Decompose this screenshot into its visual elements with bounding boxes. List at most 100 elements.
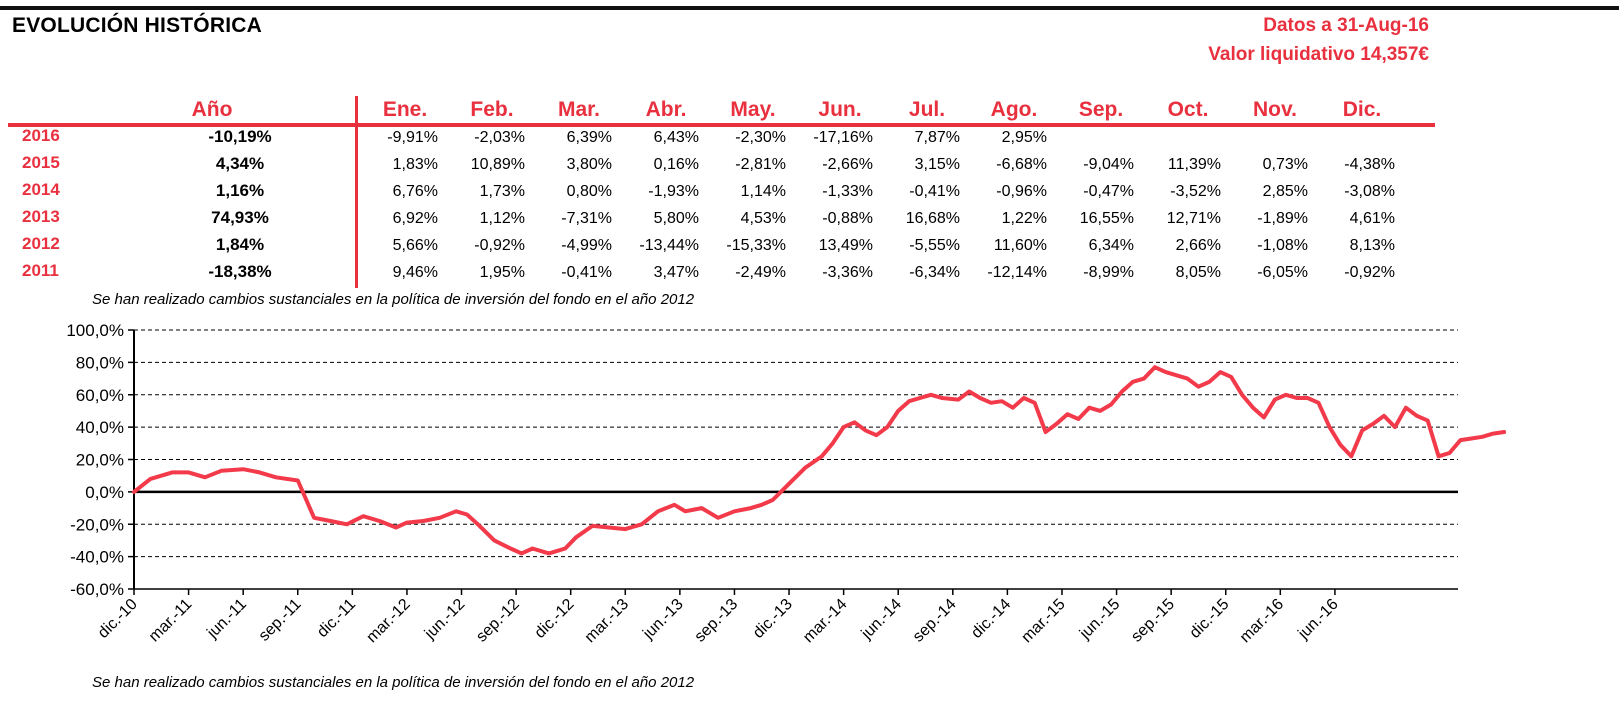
cell-2012-7: -5,55% — [909, 237, 960, 254]
cell-2011-12: -0,92% — [1344, 264, 1395, 281]
cell-2013-9: 16,55% — [1079, 210, 1134, 227]
cell-2012-11: -1,08% — [1257, 237, 1308, 254]
cell-2013-8: 1,22% — [1001, 210, 1047, 227]
cell-2013-11: -1,89% — [1257, 210, 1308, 227]
cell-2012-6: 13,49% — [818, 237, 873, 254]
cell-2015-10: 11,39% — [1167, 156, 1221, 173]
xtick-label-13: mar.-14 — [800, 596, 850, 646]
month-header-9: Sep. — [1078, 98, 1124, 121]
ytick-label-4: 20,0% — [76, 451, 124, 470]
cell-2015-1: 1,83% — [392, 156, 438, 173]
xtick-label-17: mar.-15 — [1018, 596, 1068, 646]
cell-2015-5: -2,81% — [735, 156, 786, 173]
cell-2014-2: 1,73% — [479, 183, 525, 200]
xtick-label-3: sep.-11 — [256, 596, 305, 645]
cell-2016-3: 6,39% — [566, 129, 612, 146]
cell-2015-8: -6,68% — [996, 156, 1047, 173]
cell-2012-4: -13,44% — [639, 237, 699, 254]
cell-2013-2: 1,12% — [479, 210, 525, 227]
table-header-rule — [8, 123, 1435, 127]
xtick-label-16: dic.-14 — [968, 596, 1014, 642]
xtick-label-20: dic.-15 — [1187, 596, 1233, 642]
cell-2014-1: 6,76% — [392, 183, 438, 200]
month-header-5: May. — [730, 98, 776, 121]
cell-2011-7: -6,34% — [909, 264, 960, 281]
row-annual-2014: 1,16% — [215, 181, 265, 200]
ytick-label-0: -60,0% — [70, 580, 124, 599]
cell-2011-5: -2,49% — [735, 264, 786, 281]
cell-2013-5: 4,53% — [740, 210, 786, 227]
cell-2011-9: -8,99% — [1083, 264, 1134, 281]
policy-note-bottom: Se han realizado cambios sustanciales en… — [92, 674, 695, 691]
table-divider — [355, 96, 358, 288]
ytick-label-8: 100,0% — [66, 321, 124, 340]
xtick-label-4: dic.-11 — [314, 596, 359, 641]
month-header-3: Mar. — [557, 98, 601, 121]
xtick-label-18: jun.-15 — [1076, 596, 1123, 643]
xtick-label-10: jun.-13 — [639, 596, 686, 643]
cell-2015-11: 0,73% — [1262, 156, 1308, 173]
xtick-label-15: sep.-14 — [910, 596, 960, 646]
cell-2014-10: -3,52% — [1170, 183, 1221, 200]
cell-2011-1: 9,46% — [392, 264, 438, 281]
xtick-label-6: jun.-12 — [421, 596, 468, 643]
cell-2014-8: -0,96% — [996, 183, 1047, 200]
cell-2013-12: 4,61% — [1349, 210, 1395, 227]
cell-2015-3: 3,80% — [566, 156, 612, 173]
cell-2012-1: 5,66% — [392, 237, 438, 254]
cell-2015-7: 3,15% — [914, 156, 960, 173]
cell-2013-3: -7,31% — [561, 210, 612, 227]
month-header-4: Abr. — [645, 98, 687, 121]
month-header-8: Ago. — [990, 98, 1038, 121]
cell-2012-3: -4,99% — [561, 237, 612, 254]
cell-2011-3: -0,41% — [561, 264, 612, 281]
cell-2015-4: 0,16% — [653, 156, 699, 173]
xtick-label-19: sep.-15 — [1128, 596, 1178, 646]
cell-2012-2: -0,92% — [474, 237, 525, 254]
cell-2012-5: -15,33% — [726, 237, 786, 254]
xtick-label-14: jun.-14 — [858, 596, 905, 643]
xtick-label-9: mar.-13 — [582, 596, 632, 646]
policy-note-top: Se han realizado cambios sustanciales en… — [92, 291, 695, 308]
cell-2015-2: 10,89% — [470, 156, 525, 173]
cell-2013-4: 5,80% — [653, 210, 699, 227]
row-year-2016: 2016 — [22, 126, 60, 145]
cell-2012-8: 11,60% — [993, 237, 1047, 254]
xtick-label-1: mar.-11 — [146, 596, 196, 646]
xtick-label-0: dic.-10 — [95, 596, 141, 642]
row-year-2011: 2011 — [22, 261, 59, 280]
top-rule — [0, 6, 1619, 10]
cell-2014-12: -3,08% — [1344, 183, 1395, 200]
cell-2013-10: 12,71% — [1166, 210, 1221, 227]
cell-2016-6: -17,16% — [813, 129, 873, 146]
year-column-header: Año — [191, 98, 233, 121]
month-header-1: Ene. — [382, 98, 428, 121]
cell-2011-2: 1,95% — [479, 264, 525, 281]
month-header-11: Nov. — [1253, 98, 1297, 121]
cell-2013-7: 16,68% — [905, 210, 960, 227]
xtick-label-8: dic.-12 — [532, 596, 578, 642]
cell-2015-12: -4,38% — [1344, 156, 1395, 173]
cell-2016-1: -9,91% — [387, 129, 438, 146]
xtick-label-11: sep.-13 — [692, 596, 742, 646]
cell-2014-11: 2,85% — [1262, 183, 1308, 200]
cell-2012-12: 8,13% — [1349, 237, 1395, 254]
cell-2015-9: -9,04% — [1083, 156, 1134, 173]
ytick-label-6: 60,0% — [76, 386, 124, 405]
cell-2016-8: 2,95% — [1001, 129, 1047, 146]
ytick-label-2: -20,0% — [70, 515, 124, 534]
cell-2015-6: -2,66% — [822, 156, 873, 173]
xtick-label-12: dic.-13 — [750, 596, 796, 642]
cell-2016-2: -2,03% — [474, 129, 525, 146]
row-annual-2012: 1,84% — [215, 235, 265, 254]
ytick-label-7: 80,0% — [76, 353, 124, 372]
cell-2011-11: -6,05% — [1257, 264, 1308, 281]
ytick-label-5: 40,0% — [76, 418, 124, 437]
row-year-2012: 2012 — [22, 234, 60, 253]
cell-2016-4: 6,43% — [653, 129, 699, 146]
cell-2011-6: -3,36% — [822, 264, 873, 281]
xtick-label-7: sep.-12 — [473, 596, 523, 646]
row-annual-2015: 4,34% — [215, 154, 265, 173]
cell-2014-3: 0,80% — [566, 183, 612, 200]
